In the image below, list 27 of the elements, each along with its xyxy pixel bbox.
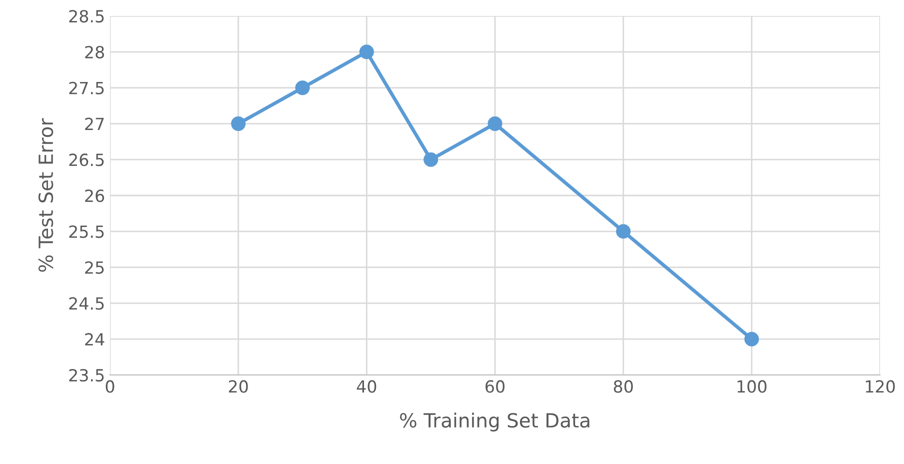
y-tick-label: 24.5 — [69, 297, 104, 310]
y-tick-label: 25 — [85, 261, 104, 274]
point — [744, 332, 759, 346]
y-tick-label: 24 — [85, 333, 104, 346]
x-tick-label: 20 — [228, 380, 248, 393]
y-tick-label: 28 — [85, 46, 104, 58]
x-axis-title: % Training Set Data — [400, 412, 590, 432]
point — [616, 224, 631, 239]
point — [295, 80, 310, 96]
y-tick-label: 26 — [85, 189, 104, 202]
x-tick-label: 0 — [106, 380, 114, 393]
y-tick-label: 26.5 — [69, 154, 104, 166]
point — [231, 116, 246, 131]
y-tick-label: 25.5 — [69, 225, 104, 238]
x-tick-label: 80 — [614, 380, 633, 393]
point — [424, 152, 438, 167]
x-tick-label: 60 — [486, 380, 504, 393]
y-axis-title: % Test Set Error — [38, 118, 54, 272]
y-tick-label: 28.5 — [69, 10, 104, 23]
x-tick-label: 40 — [356, 380, 376, 393]
point — [359, 44, 374, 60]
point — [488, 116, 502, 131]
x-tick-label: 100 — [738, 380, 766, 393]
y-tick-label: 27 — [85, 118, 104, 130]
x-tick-label: 120 — [866, 380, 895, 393]
y-tick-label: 23.5 — [69, 368, 104, 382]
y-tick-label: 27.5 — [69, 82, 104, 94]
